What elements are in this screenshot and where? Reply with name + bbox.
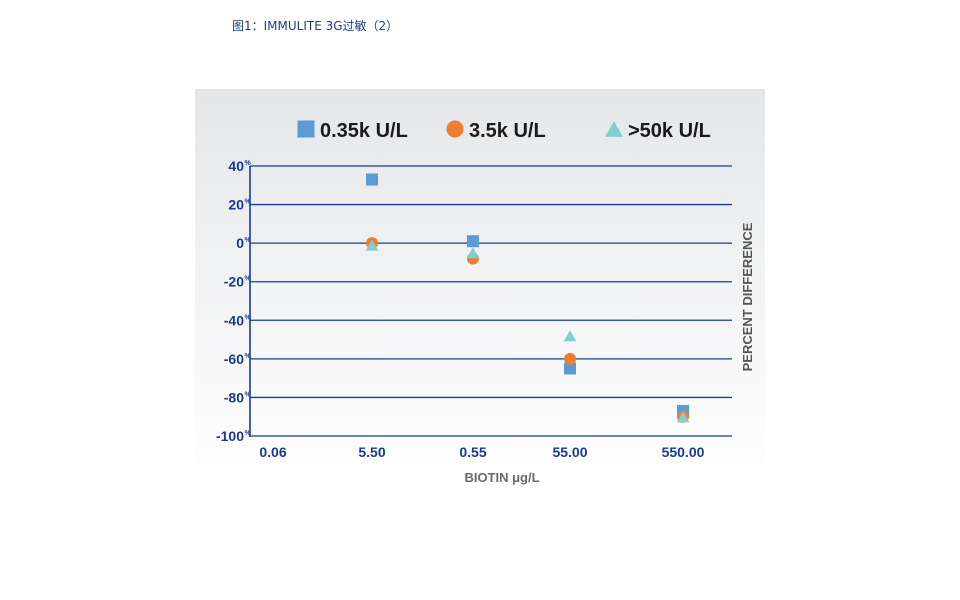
- legend-marker-square: [297, 120, 315, 138]
- x-tick-label: 55.00: [552, 444, 587, 460]
- y-tick-unit: %: [245, 276, 252, 283]
- x-tick-label: 0.55: [459, 444, 486, 460]
- data-point-triangle: [466, 247, 480, 259]
- legend-marker-triangle: [605, 121, 623, 137]
- y-tick-unit: %: [245, 160, 252, 167]
- legend-label: 3.5k U/L: [469, 120, 546, 142]
- y-tick-label: -20: [224, 274, 244, 290]
- y-axis-label: PERCENT DIFFERENCE: [740, 222, 755, 371]
- legend-label: 0.35k U/L: [320, 120, 408, 142]
- y-tick-label: -40: [224, 312, 244, 328]
- x-tick-label: 5.50: [358, 444, 385, 460]
- data-point-triangle: [365, 239, 379, 251]
- data-point-square: [467, 235, 479, 248]
- y-tick-unit: %: [245, 430, 252, 437]
- data-point-square: [564, 362, 576, 375]
- x-tick-label: 550.00: [662, 444, 705, 460]
- y-tick-unit: %: [245, 353, 252, 360]
- x-axis-label: BIOTIN μg/L: [464, 470, 539, 485]
- data-point-circle: [564, 352, 576, 365]
- legend-label: >50k U/L: [628, 120, 711, 142]
- chart-background: [195, 89, 765, 490]
- chart-container: 40% 20% 0% -20% -40% -60% -80% -100% 0.06 5.50 0.5…: [195, 89, 765, 490]
- y-tick-unit: %: [245, 391, 252, 398]
- y-tick-label: 20: [228, 197, 244, 213]
- y-tick-label: 0: [236, 235, 244, 251]
- y-tick-label: -60: [224, 351, 244, 367]
- y-tick-unit: %: [245, 199, 252, 206]
- y-tick-label: -80: [224, 389, 244, 405]
- figure-caption: 图1：IMMULITE 3G过敏（2）: [232, 19, 399, 33]
- y-tick-unit: %: [245, 237, 252, 244]
- y-tick-label: 40: [228, 158, 244, 174]
- data-point-square: [366, 173, 378, 186]
- x-tick-label: 0.06: [259, 444, 286, 460]
- scatter-chart: 40 %20 %0 %-20 %-40 %-60 %-80 %-100 %0.06 5.50 0.5…: [195, 89, 765, 490]
- legend-marker-circle: [446, 120, 464, 138]
- y-tick-label: -100: [216, 428, 244, 444]
- y-tick-unit: %: [245, 314, 252, 321]
- data-point-triangle: [563, 330, 577, 342]
- data-point-triangle: [676, 411, 690, 423]
